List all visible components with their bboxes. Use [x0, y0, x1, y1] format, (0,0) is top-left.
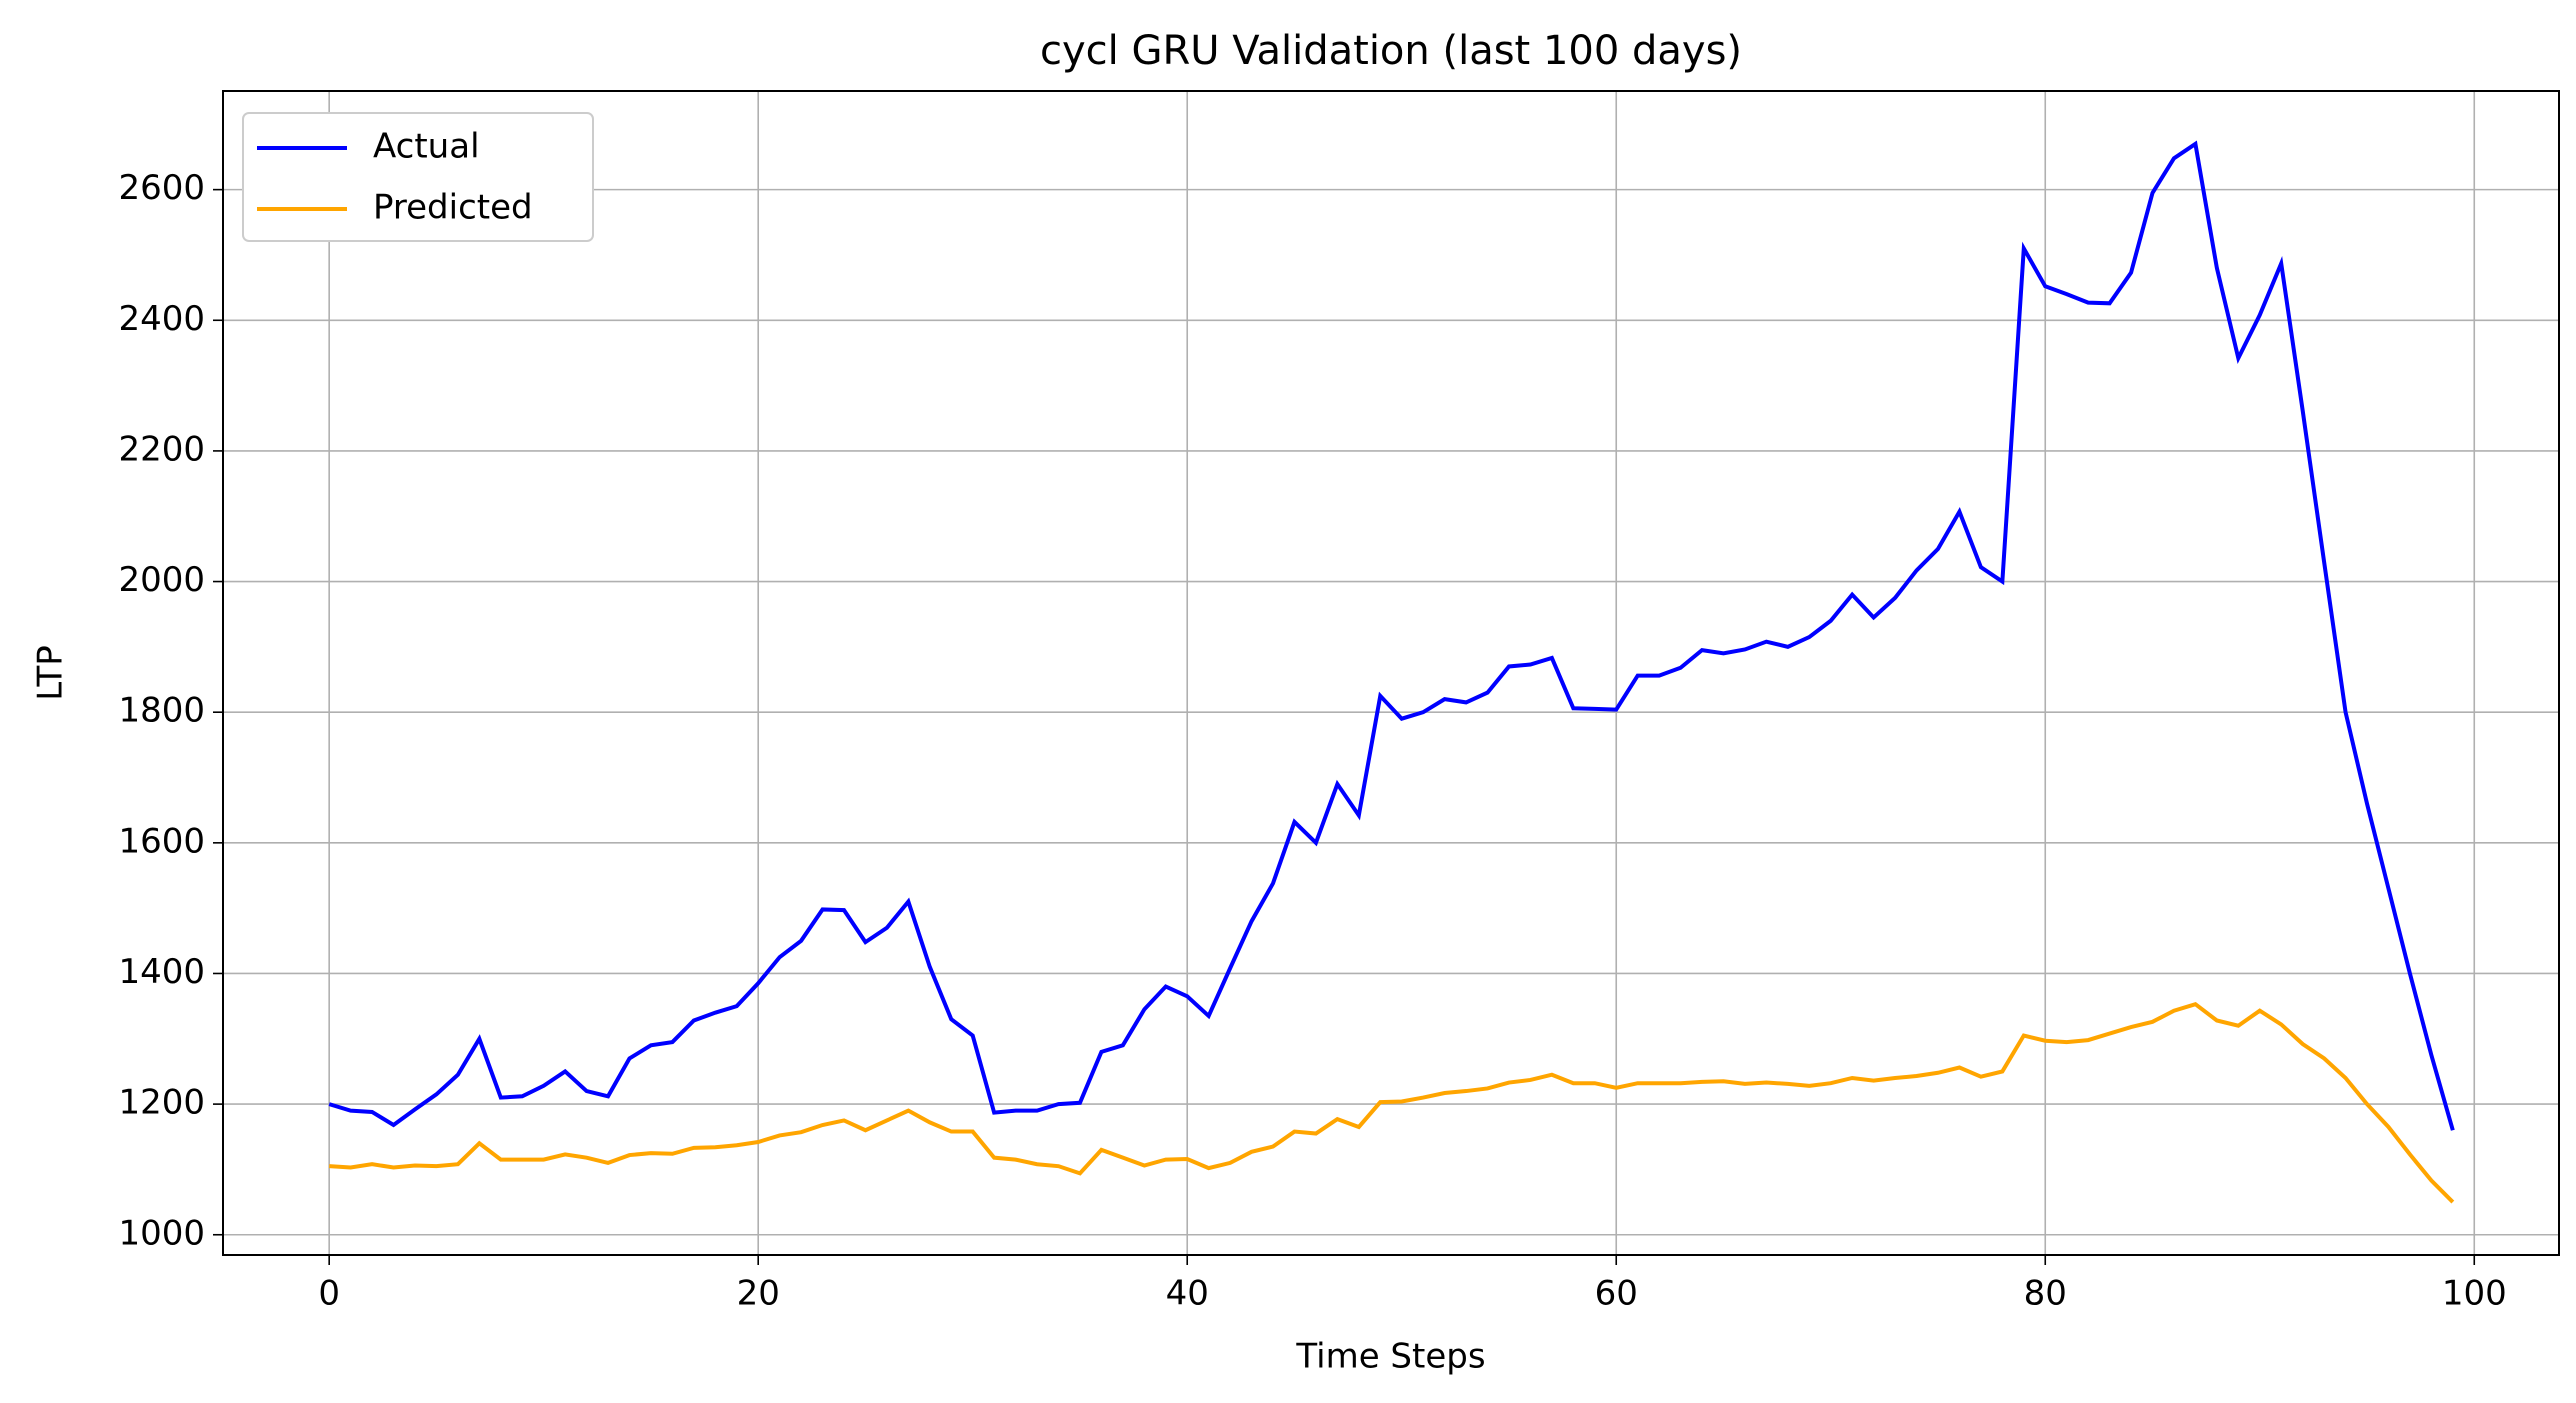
x-tick-label: 100 [2442, 1274, 2507, 1314]
data-line [329, 1001, 2455, 1204]
legend: Actual Predicted [242, 112, 594, 242]
y-tick-label: 2200 [118, 429, 205, 469]
y-tick-label: 1800 [118, 691, 205, 731]
data-line [328, 140, 2455, 1131]
x-tick-label: 40 [1166, 1274, 1209, 1314]
y-tick-label: 2000 [118, 560, 205, 600]
plot-frame [222, 90, 2560, 1256]
x-tick-label: 60 [1595, 1274, 1638, 1314]
y-axis-label: LTP [31, 645, 71, 701]
x-tick-label: 80 [2024, 1274, 2067, 1314]
x-tick-label: 0 [318, 1274, 340, 1314]
y-tick-label: 1600 [118, 821, 205, 861]
y-tick-label: 1200 [118, 1083, 205, 1123]
y-tick-label: 2600 [118, 168, 205, 208]
x-tick-label: 20 [737, 1274, 780, 1314]
y-tick-label: 1000 [118, 1213, 205, 1253]
legend-label: Predicted [373, 188, 533, 228]
x-axis-label: Time Steps [1295, 1337, 1485, 1377]
y-tick-label: 2400 [118, 299, 205, 339]
y-tick-label: 1400 [118, 952, 205, 992]
chart-title: cycl GRU Validation (last 100 days) [1040, 28, 1742, 74]
legend-label: Actual [373, 127, 480, 167]
